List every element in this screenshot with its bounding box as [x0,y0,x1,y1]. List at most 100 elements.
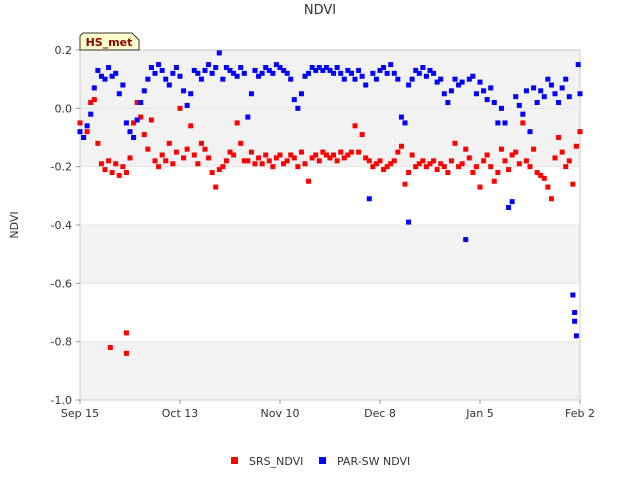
data-point [291,97,297,103]
data-point [448,158,454,164]
data-point [431,70,437,76]
y-axis: -1.0 -0.8 -0.6 -0.4 -0.2 0.0 0.2 [51,44,80,407]
data-point [163,76,169,82]
data-point [152,70,158,76]
data-point [463,237,469,243]
data-point [148,65,154,70]
data-point [531,146,537,152]
legend: SRS_NDVI PAR-SW NDVI [231,455,410,468]
data-point [481,88,487,94]
data-point [188,123,194,129]
data-point [423,164,429,170]
data-point [195,161,201,167]
data-point [220,164,226,170]
data-point [438,76,444,82]
data-point [116,172,122,178]
data-point [570,292,576,298]
data-point [270,164,276,170]
data-point [327,67,333,73]
data-point [402,120,408,126]
data-point [320,67,326,73]
data-point [234,120,240,126]
data-point [438,161,444,167]
data-point [184,102,190,108]
data-point [559,85,565,91]
station-badge: HS_met [79,32,140,51]
data-point [323,65,329,70]
data-point [431,158,437,164]
data-point [145,76,151,82]
series-srs-ndvi [77,97,583,356]
data-point [245,114,251,120]
data-point [538,88,544,94]
grid-band-1 [80,225,580,284]
data-point [545,76,551,82]
data-point [259,161,265,167]
data-point [573,333,579,339]
data-point [170,161,176,167]
data-point [498,105,504,111]
data-point [106,65,112,70]
data-point [573,143,579,149]
data-point [277,152,283,158]
data-point [406,170,412,175]
data-point [441,164,447,170]
data-point [556,100,562,105]
data-point [91,85,97,91]
data-point [273,155,279,161]
data-point [473,164,479,170]
data-point [377,67,383,73]
data-point [409,76,415,82]
data-point [277,65,283,70]
data-point [145,146,151,152]
data-point [84,129,90,135]
data-point [288,152,294,158]
data-point [552,91,558,97]
data-point [113,161,119,167]
data-point [306,70,312,76]
data-point [498,146,504,152]
data-point [188,91,194,97]
data-point [409,152,415,158]
data-point [241,158,247,164]
data-point [141,132,147,138]
data-point [184,146,190,152]
data-point [384,70,390,76]
data-point [452,140,458,146]
data-point [291,155,297,161]
data-point [377,158,383,164]
series-par-sw-ndvi [77,50,583,339]
data-point [466,155,472,161]
data-point [373,76,379,82]
data-point [295,164,301,170]
data-point [563,76,569,82]
data-point [309,155,315,161]
data-point [191,152,197,158]
data-point [88,100,94,105]
data-point [341,76,347,82]
data-point [459,161,465,167]
data-point [541,94,547,100]
data-point [445,170,451,175]
data-point [123,330,129,336]
data-point [331,70,337,76]
data-point [91,97,97,103]
data-point [391,70,397,76]
data-point [481,158,487,164]
data-point [398,143,404,149]
data-point [106,158,112,164]
data-point [516,102,522,108]
data-point [177,105,183,111]
y-tick-label: -1.0 [51,394,72,407]
data-point [366,196,372,202]
data-point [98,161,104,167]
data-point [77,129,83,135]
badge-label: HS_met [86,36,133,49]
data-point [348,149,354,155]
data-point [423,73,429,79]
y-tick-label: -0.6 [51,277,72,290]
data-point [356,67,362,73]
data-points [77,50,583,356]
data-point [298,149,304,155]
